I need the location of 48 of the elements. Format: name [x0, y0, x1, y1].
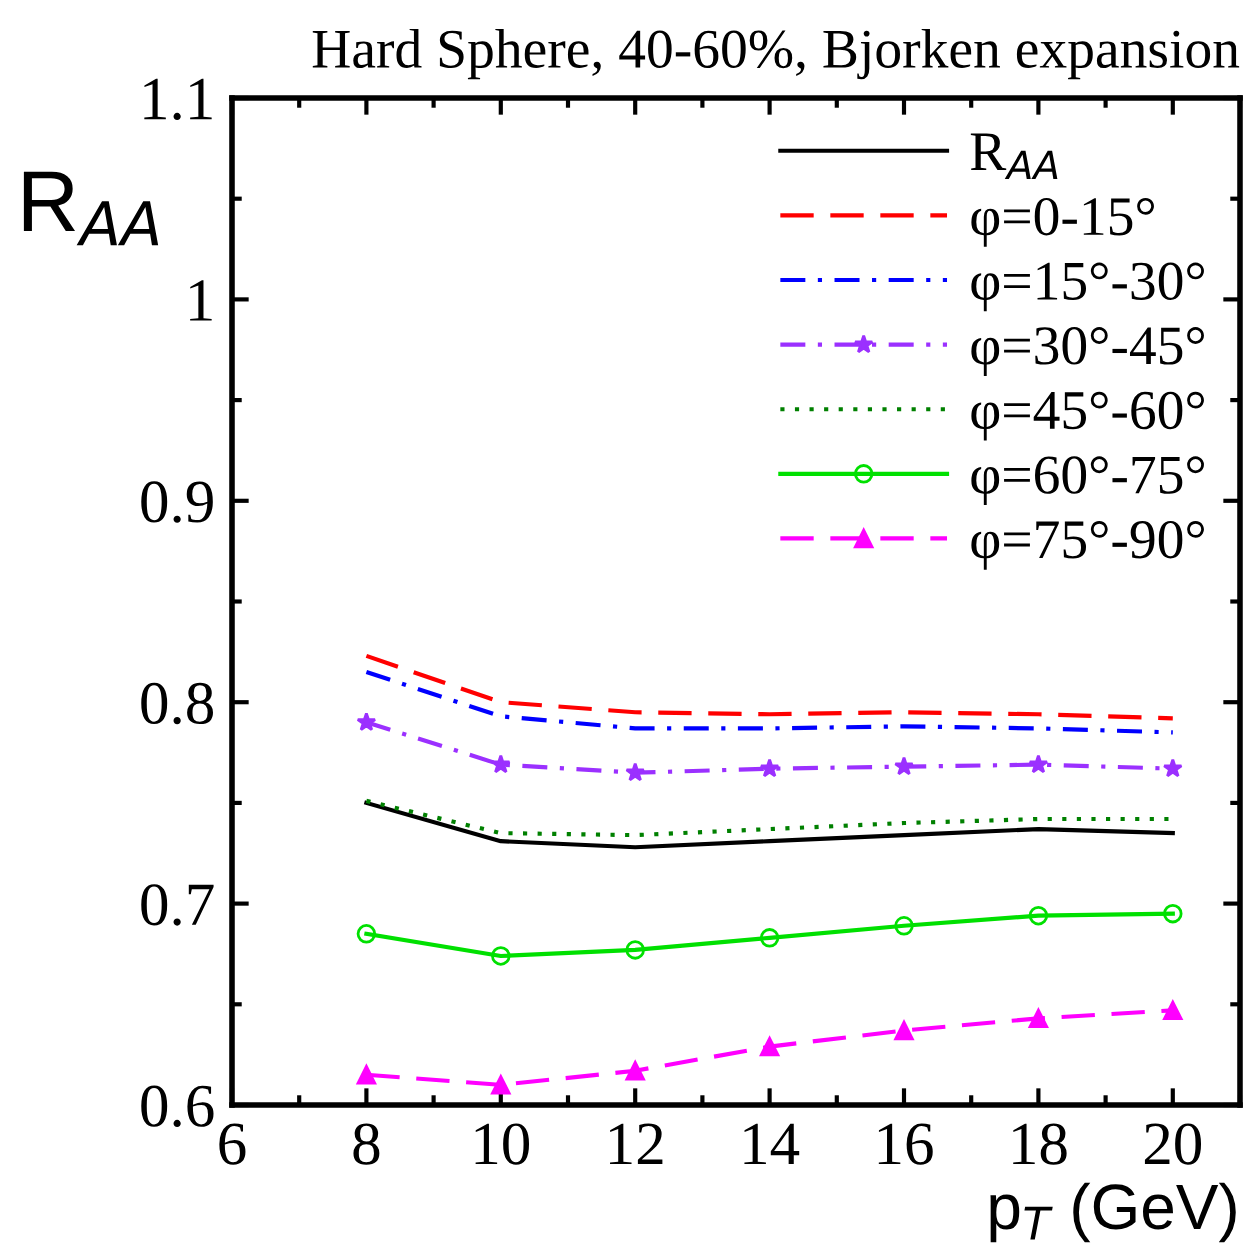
y-tick-label: 0.6	[141, 1085, 214, 1128]
point	[759, 758, 780, 778]
point	[625, 762, 646, 782]
y-tick-label: 1.1	[144, 78, 212, 121]
point	[356, 1065, 377, 1085]
point	[491, 1075, 511, 1095]
legend-label: φ=75°-90°	[971, 520, 1204, 570]
x-tick-label: 20	[1144, 1123, 1202, 1165]
point	[894, 1020, 914, 1041]
point	[356, 924, 377, 944]
x-tick-label: 16	[878, 1123, 933, 1165]
point	[625, 1061, 645, 1081]
point	[625, 940, 645, 960]
x-tick-label: 6	[219, 1123, 246, 1165]
legend-label: φ=0-15°	[971, 197, 1154, 247]
x-axis-title: p$_{T}$ (GeV)	[990, 1182, 1236, 1243]
point	[490, 754, 511, 774]
legend-label: φ=30°-45°	[971, 327, 1204, 376]
x-tick-label: 10	[475, 1123, 530, 1165]
point	[894, 756, 914, 776]
x-tick-label: 8	[353, 1123, 380, 1165]
y-axis-title: R$_{AA}$	[23, 171, 159, 246]
line-series	[364, 653, 1175, 721]
chart-title: Hard Sphere, 40-60%, Bjorken expansion	[312, 28, 1240, 80]
y-tick-label: 1	[190, 280, 212, 321]
line-series	[364, 669, 1175, 735]
legend-label: R$_{AA}$	[970, 133, 1058, 180]
point	[759, 928, 780, 948]
point	[1163, 1000, 1183, 1021]
x-tick-label: 14	[744, 1123, 800, 1165]
legend-label: φ=45°-60°	[971, 391, 1204, 441]
y-tick-label: 0.7	[141, 884, 214, 926]
point	[1163, 903, 1183, 924]
legend-label: φ=15°-30°	[971, 262, 1204, 312]
point	[894, 916, 914, 936]
point	[759, 1036, 780, 1057]
point	[356, 711, 377, 732]
legend-label: φ=60°-75°	[971, 456, 1204, 506]
line-series	[364, 800, 1175, 850]
point	[1162, 758, 1183, 778]
point	[491, 946, 511, 966]
x-tick-label: 12	[610, 1123, 663, 1165]
y-tick-label: 0.9	[141, 481, 213, 523]
point	[1028, 754, 1049, 774]
point	[1028, 1008, 1049, 1029]
x-tick-label: 18	[1013, 1123, 1067, 1165]
y-tick-label: 0.8	[141, 682, 213, 725]
point	[1028, 905, 1049, 926]
